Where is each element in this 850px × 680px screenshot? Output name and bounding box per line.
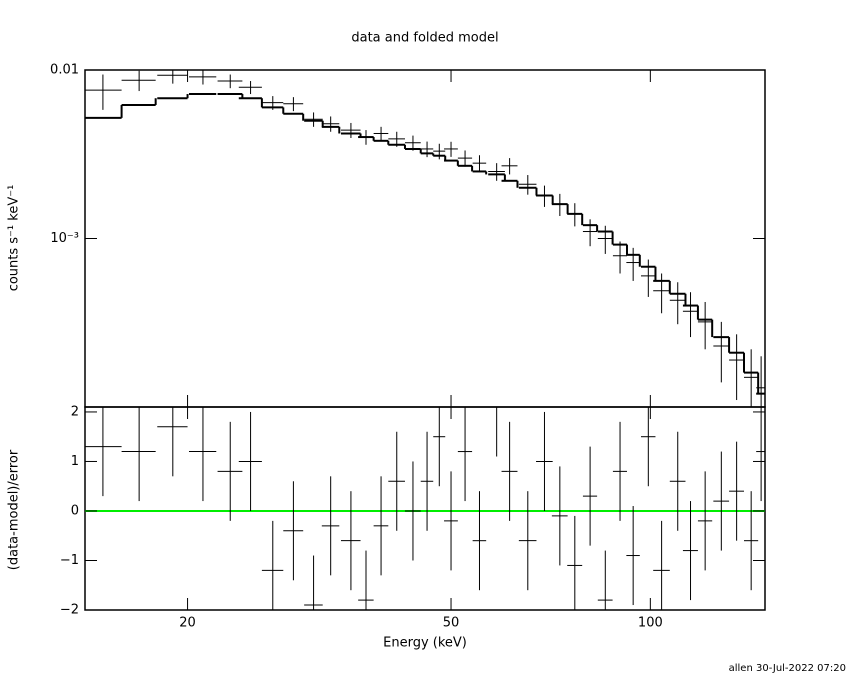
residual-panel [85,407,765,610]
x-axis-label: Energy (keV) [383,636,467,651]
chart-title: data and folded model [351,31,498,46]
axes: 0.01 10⁻³ −2 −1 0 1 2 20 50 100 [50,63,765,631]
y-axis-label: (data-model)/error [7,449,22,570]
y-tick-label: −2 [60,603,79,618]
y-tick-label: −1 [60,553,79,568]
top-panel [85,70,765,407]
x-tick-label: 20 [179,616,196,631]
y-tick-label: 0.01 [50,63,79,78]
footer: allen 30-Jul-2022 07:20 [729,663,846,674]
x-tick-label: 50 [443,616,460,631]
y-tick-label: 10⁻³ [50,231,79,246]
plot-frame [84,69,766,408]
x-tick-label: 100 [638,616,663,631]
y-tick-label: 2 [71,404,79,419]
y-tick-label: 1 [71,454,79,469]
y-axis-label: counts s⁻¹ keV⁻¹ [7,185,22,292]
y-tick-label: 0 [71,503,79,518]
plot-frame [84,406,766,611]
